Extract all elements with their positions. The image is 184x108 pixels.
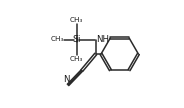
Text: CH₃: CH₃	[70, 17, 83, 23]
Text: NH: NH	[97, 35, 110, 44]
Text: N: N	[63, 75, 69, 84]
Text: CH₃: CH₃	[50, 36, 64, 42]
Text: Si: Si	[72, 35, 81, 44]
Text: CH₃: CH₃	[70, 56, 83, 62]
